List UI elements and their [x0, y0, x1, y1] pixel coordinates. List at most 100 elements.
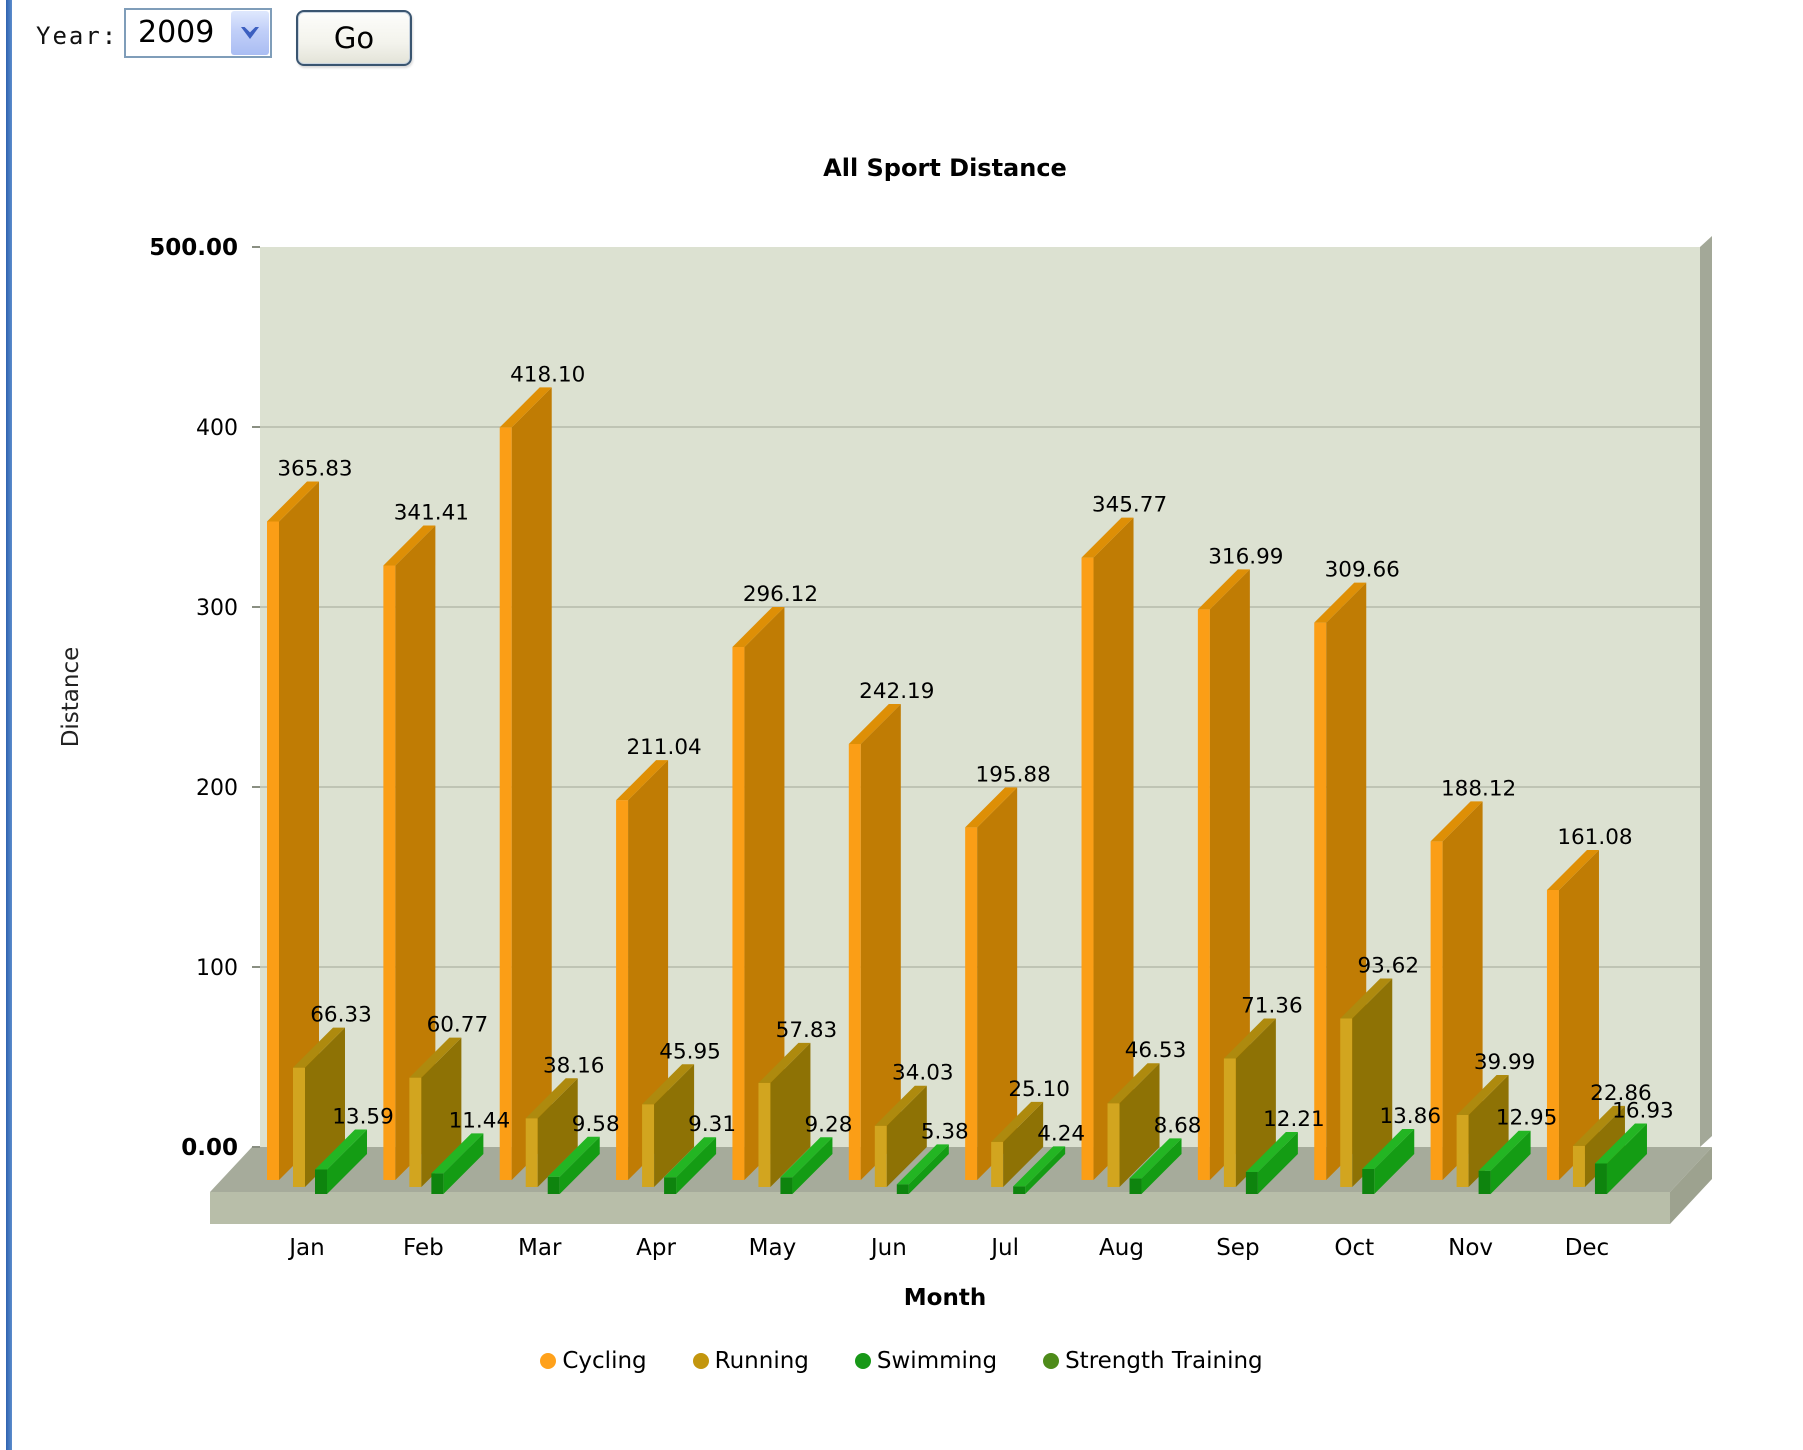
bar-front-swimming [780, 1177, 793, 1194]
bar-top [1456, 1075, 1509, 1116]
bar-top [431, 1133, 484, 1174]
floor-front [210, 1192, 1670, 1224]
y-tick-label: 200 [196, 776, 238, 801]
go-button-label: Go [333, 21, 375, 55]
bar-front-swimming [664, 1177, 677, 1194]
bar-value-label: 93.62 [1357, 953, 1419, 978]
year-select[interactable]: 2009 [124, 8, 272, 58]
legend-item-running: Running [692, 1348, 809, 1374]
y-tick-label: 100 [196, 956, 238, 981]
bar-value-label: 8.68 [1154, 1113, 1202, 1138]
bar-side [908, 1144, 949, 1194]
bar-top [1013, 1146, 1066, 1187]
bar-side [395, 525, 436, 1180]
bar-top [1197, 569, 1250, 610]
bar-side [421, 1037, 462, 1187]
bar-value-label: 341.41 [394, 500, 469, 525]
bar-front-cycling [1546, 890, 1559, 1180]
legend-dot-icon [854, 1353, 871, 1369]
x-axis-title: Month [904, 1285, 986, 1311]
bar-value-label: 38.16 [543, 1053, 605, 1078]
bar-value-label: 71.36 [1241, 994, 1303, 1019]
bar-value-label: 195.88 [976, 762, 1051, 787]
bar-top [383, 525, 436, 566]
legend-dot-icon [692, 1353, 709, 1369]
bar-side [770, 1042, 811, 1187]
month-label: Jan [287, 1235, 324, 1261]
bar-top [991, 1101, 1044, 1142]
bar-value-label: 211.04 [626, 735, 701, 760]
bar-top [525, 1078, 578, 1119]
bar-front-running [1456, 1115, 1469, 1187]
all-sport-distance-chart: 500.00 400 300 200 100 0.00 365.83 341.41 418.10… [58, 154, 1712, 1311]
legend-item-cycling: Cycling [540, 1348, 647, 1374]
bar-front-cycling [1197, 609, 1210, 1180]
bar-front-cycling [616, 800, 629, 1180]
bar-front-swimming [1013, 1186, 1026, 1194]
bar-front-running [642, 1104, 655, 1187]
bar-value-label: 13.59 [332, 1105, 394, 1130]
floor-right-end [1670, 1147, 1712, 1224]
bar-front-running [525, 1118, 538, 1187]
bar-front-running [874, 1125, 887, 1187]
left-accent-line [6, 0, 12, 1450]
bar-front-running [1572, 1145, 1585, 1187]
y-tick-label: 400 [196, 416, 238, 441]
bar-front-swimming [1245, 1172, 1258, 1194]
bar-front-cycling [1081, 557, 1094, 1180]
bar-top [409, 1037, 462, 1078]
bar-front-swimming [896, 1184, 909, 1194]
bar-top [1546, 850, 1599, 891]
bar-front-swimming [431, 1173, 444, 1194]
bar-side [1093, 517, 1134, 1180]
bar-front-running [1107, 1103, 1120, 1187]
bar-side [1141, 1138, 1182, 1194]
bar-top [1362, 1129, 1415, 1170]
bar-top [1245, 1132, 1298, 1173]
bar-value-label: 365.83 [277, 457, 352, 482]
bar-value-label: 25.10 [1008, 1077, 1070, 1102]
y-tick-label: 0.00 [181, 1135, 238, 1161]
bar-value-label: 16.93 [1612, 1099, 1674, 1124]
bar-value-label: 418.10 [510, 362, 585, 387]
bar-value-label: 9.31 [688, 1112, 736, 1137]
bar-value-label: 13.86 [1379, 1104, 1441, 1129]
month-label: Nov [1448, 1235, 1493, 1261]
bar-top [499, 387, 552, 428]
bar-top [1107, 1063, 1160, 1104]
bar-value-label: 12.95 [1496, 1106, 1558, 1131]
bar-value-label: 66.33 [310, 1003, 372, 1028]
bar-front-cycling [1430, 841, 1443, 1180]
bar-value-label: 296.12 [743, 582, 818, 607]
bar-side [1025, 1146, 1066, 1194]
year-select-value: 2009 [138, 15, 215, 50]
bar-side [1490, 1130, 1531, 1194]
chart-plot-area: 500.00 400 300 200 100 0.00 365.83 341.41 418.10… [149, 235, 1712, 1261]
chart-title: All Sport Distance [823, 154, 1067, 182]
bar-side [977, 787, 1018, 1180]
bar-top [874, 1085, 927, 1126]
bar-front-swimming [1362, 1169, 1375, 1194]
year-select-dropdown-button[interactable] [231, 11, 269, 55]
go-button[interactable]: Go [296, 10, 412, 66]
bar-top [1223, 1018, 1276, 1059]
bar-value-label: 4.24 [1037, 1121, 1085, 1146]
bar-side [1003, 1101, 1044, 1187]
bar-front-running [409, 1077, 422, 1187]
bar-side [676, 1137, 717, 1194]
chart-legend: Cycling Running Swimming Strength Training [0, 1348, 1803, 1374]
bar-top [1314, 582, 1367, 623]
bar-top [896, 1144, 949, 1185]
bar-value-label: 161.08 [1557, 825, 1632, 850]
bar-top [1572, 1105, 1625, 1146]
bar-front-swimming [547, 1176, 560, 1194]
legend-item-swimming: Swimming [854, 1348, 997, 1374]
bar-top [664, 1137, 717, 1178]
month-label: Mar [518, 1235, 562, 1261]
bar-value-label: 309.66 [1325, 558, 1400, 583]
bar-front-running [758, 1082, 771, 1187]
legend-item-strength-training: Strength Training [1043, 1348, 1263, 1374]
bar-value-label: 5.38 [921, 1119, 969, 1144]
bar-value-label: 188.12 [1441, 776, 1516, 801]
bar-front-swimming [1129, 1178, 1142, 1194]
